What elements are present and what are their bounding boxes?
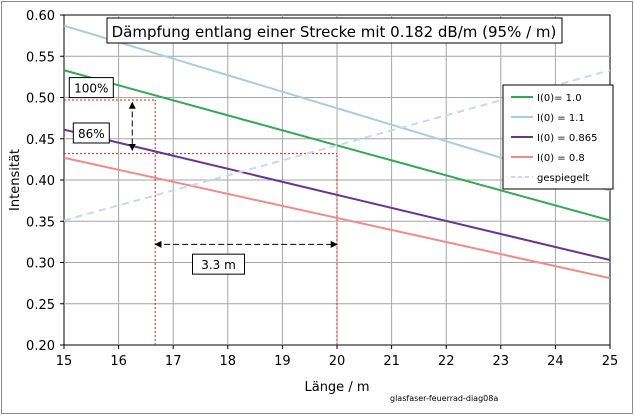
legend-label: I(0) = 1.1	[537, 113, 585, 124]
annotation-label: 3.3 m	[201, 258, 236, 272]
legend-label: I(0) = 0.865	[537, 133, 597, 144]
chart-title: Dämpfung entlang einer Strecke mit 0.182…	[112, 23, 557, 41]
series-line	[63, 128, 611, 261]
legend-label: I(0)= 1.0	[537, 93, 582, 104]
grid-lines	[64, 15, 610, 345]
y-tick-label: 0.40	[26, 174, 55, 189]
legend: I(0)= 1.0 I(0) = 1.1 I(0) = 0.865 I(0) = 0.…	[502, 84, 614, 190]
y-tick-label: 0.20	[26, 339, 55, 354]
x-tick-label: 22	[438, 354, 455, 369]
y-tick-label: 0.50	[26, 92, 55, 107]
x-tick-label: 20	[329, 354, 346, 369]
annotation-box	[68, 77, 114, 99]
annotation-label: 100%	[74, 82, 108, 96]
annotation-label: 86%	[78, 127, 105, 141]
annotation-box	[72, 122, 110, 144]
reference-lines	[64, 99, 338, 345]
x-tick-label: 25	[602, 354, 619, 369]
x-tick-label: 23	[493, 354, 510, 369]
y-tick-label: 0.55	[26, 50, 55, 65]
y-tick-label: 0.60	[26, 9, 55, 24]
dimension-arrows	[128, 101, 338, 248]
x-axis-label: Länge / m	[304, 380, 369, 395]
legend-label: gespiegelt	[537, 173, 589, 184]
x-tick-label: 17	[165, 354, 182, 369]
legend-box	[502, 84, 614, 190]
legend-label: I(0) = 0.8	[537, 153, 585, 164]
axes: 15 16 17 18 19 20 21 22 23 24 25 0.20 0.25 0.30 0.35 0.…	[26, 9, 618, 369]
x-tick-label: 15	[56, 354, 73, 369]
y-axis-label: Intensität	[8, 149, 23, 211]
chart-title-box: Dämpfung entlang einer Strecke mit 0.182…	[106, 17, 563, 44]
series-line	[63, 156, 611, 280]
x-tick-label: 18	[220, 354, 237, 369]
y-tick-label: 0.45	[26, 133, 55, 148]
y-tick-label: 0.35	[26, 215, 55, 230]
y-tick-label: 0.25	[26, 298, 55, 313]
x-tick-label: 19	[274, 354, 291, 369]
footnote: glasfaser-feuerrad-diag08a	[390, 394, 498, 403]
x-tick-label: 24	[547, 354, 564, 369]
x-tick-label: 16	[110, 354, 127, 369]
x-tick-label: 21	[383, 354, 400, 369]
annotations: 100% 86% 3.3 m	[68, 77, 246, 275]
annotation-box	[192, 253, 246, 275]
y-tick-label: 0.30	[26, 257, 55, 272]
series-line	[63, 69, 611, 222]
